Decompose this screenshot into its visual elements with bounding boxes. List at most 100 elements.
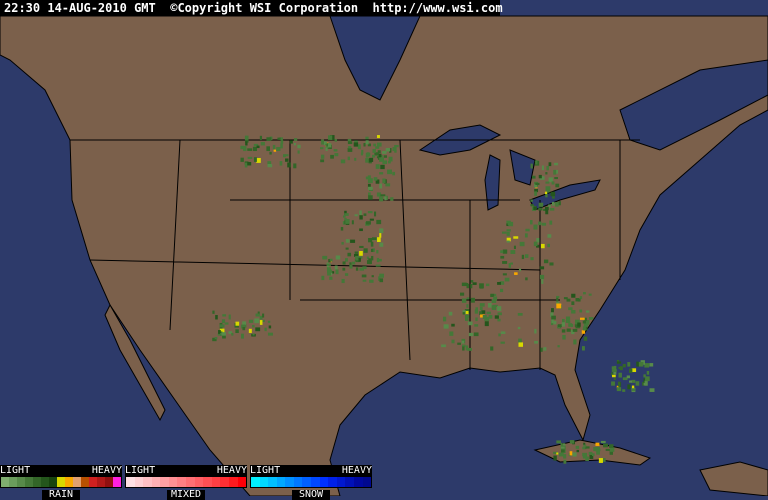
radar-echo bbox=[504, 277, 510, 282]
radar-echo bbox=[394, 150, 397, 153]
radar-echo bbox=[322, 255, 328, 260]
radar-echo bbox=[381, 150, 387, 154]
legend-swatch bbox=[293, 477, 303, 487]
radar-echo bbox=[359, 210, 362, 215]
radar-echo bbox=[373, 143, 377, 147]
radar-echo bbox=[579, 317, 585, 320]
radar-echo bbox=[479, 311, 483, 316]
radar-echo bbox=[320, 147, 324, 150]
radar-echo bbox=[371, 237, 377, 241]
radar-echo bbox=[571, 293, 576, 298]
radar-echo bbox=[231, 332, 234, 336]
radar-echo bbox=[370, 248, 374, 253]
radar-echo bbox=[497, 306, 502, 312]
radar-echo bbox=[325, 143, 328, 147]
radar-echo bbox=[363, 248, 368, 253]
radar-echo bbox=[380, 164, 385, 170]
radar-echo bbox=[354, 140, 358, 145]
radar-echo bbox=[547, 243, 550, 248]
radar-echo bbox=[518, 342, 524, 347]
legend-heavy-label: HEAVY bbox=[341, 465, 372, 476]
radar-echo bbox=[218, 330, 221, 334]
legend-swatch bbox=[41, 477, 49, 487]
radar-echo bbox=[518, 268, 522, 272]
radar-echo bbox=[557, 324, 563, 328]
radar-echo bbox=[254, 318, 260, 324]
radar-echo bbox=[344, 273, 349, 276]
radar-echo bbox=[499, 281, 505, 285]
radar-echo bbox=[546, 165, 549, 171]
website-link[interactable]: http://www.wsi.com bbox=[372, 1, 503, 15]
radar-echo bbox=[572, 328, 578, 332]
legend-swatch bbox=[311, 477, 320, 487]
radar-echo bbox=[334, 139, 337, 142]
radar-echo bbox=[335, 269, 339, 275]
radar-echo bbox=[277, 137, 281, 140]
radar-echo bbox=[376, 250, 379, 254]
radar-echo bbox=[392, 171, 396, 176]
legend-swatch bbox=[160, 477, 169, 487]
radar-echo bbox=[556, 295, 560, 299]
radar-echo bbox=[212, 337, 217, 342]
radar-echo bbox=[355, 255, 359, 261]
legend-swatch bbox=[220, 477, 229, 487]
radar-echo bbox=[643, 374, 646, 378]
radar-echo bbox=[335, 255, 341, 260]
radar-echo bbox=[551, 315, 556, 320]
radar-echo bbox=[592, 453, 595, 457]
radar-echo bbox=[461, 298, 467, 303]
radar-echo bbox=[257, 311, 260, 315]
radar-echo bbox=[379, 228, 384, 234]
radar-echo bbox=[493, 296, 498, 301]
radar-echo bbox=[357, 144, 361, 150]
radar-echo bbox=[376, 219, 382, 225]
radar-echo bbox=[555, 201, 559, 207]
radar-echo bbox=[221, 319, 226, 324]
radar-echo bbox=[500, 331, 506, 334]
radar-echo bbox=[575, 445, 580, 449]
radar-echo bbox=[465, 345, 469, 351]
radar-echo bbox=[465, 316, 469, 321]
radar-echo bbox=[568, 323, 573, 327]
radar-echo bbox=[588, 293, 592, 296]
radar-echo bbox=[467, 347, 472, 351]
radar-echo bbox=[517, 312, 523, 316]
radar-echo bbox=[351, 220, 354, 225]
radar-echo bbox=[361, 274, 367, 278]
radar-echo bbox=[629, 380, 633, 383]
radar-echo bbox=[347, 147, 353, 152]
radar-echo bbox=[358, 257, 361, 262]
radar-echo bbox=[462, 346, 465, 351]
radar-echo bbox=[240, 157, 244, 162]
radar-echo bbox=[538, 174, 542, 179]
radar-echo bbox=[244, 323, 247, 328]
radar-echo bbox=[613, 377, 616, 381]
radar-echo bbox=[556, 301, 560, 306]
radar-echo bbox=[368, 258, 372, 262]
header-bar: 22:30 14-AUG-2010 GMT ©Copyright WSI Cor… bbox=[0, 0, 503, 16]
radar-echo bbox=[243, 146, 247, 152]
radar-echo bbox=[267, 164, 273, 168]
radar-echo bbox=[540, 243, 545, 249]
legend-swatch bbox=[211, 477, 221, 487]
radar-echo bbox=[488, 314, 493, 319]
radar-echo bbox=[530, 199, 533, 202]
radar-echo bbox=[545, 172, 548, 175]
radar-echo bbox=[387, 169, 392, 175]
radar-echo bbox=[636, 361, 639, 367]
radar-echo bbox=[255, 327, 261, 332]
legend-swatch bbox=[328, 477, 337, 487]
radar-echo bbox=[502, 273, 507, 276]
radar-echo bbox=[482, 314, 487, 319]
radar-echo bbox=[262, 313, 265, 318]
radar-echo bbox=[498, 333, 501, 337]
radar-echo bbox=[644, 363, 650, 368]
radar-echo bbox=[550, 192, 554, 197]
radar-echo bbox=[497, 282, 501, 285]
radar-echo bbox=[259, 315, 263, 320]
radar-echo bbox=[534, 340, 539, 344]
radar-echo bbox=[293, 142, 296, 146]
radar-echo bbox=[635, 381, 640, 386]
radar-echo bbox=[558, 452, 564, 457]
